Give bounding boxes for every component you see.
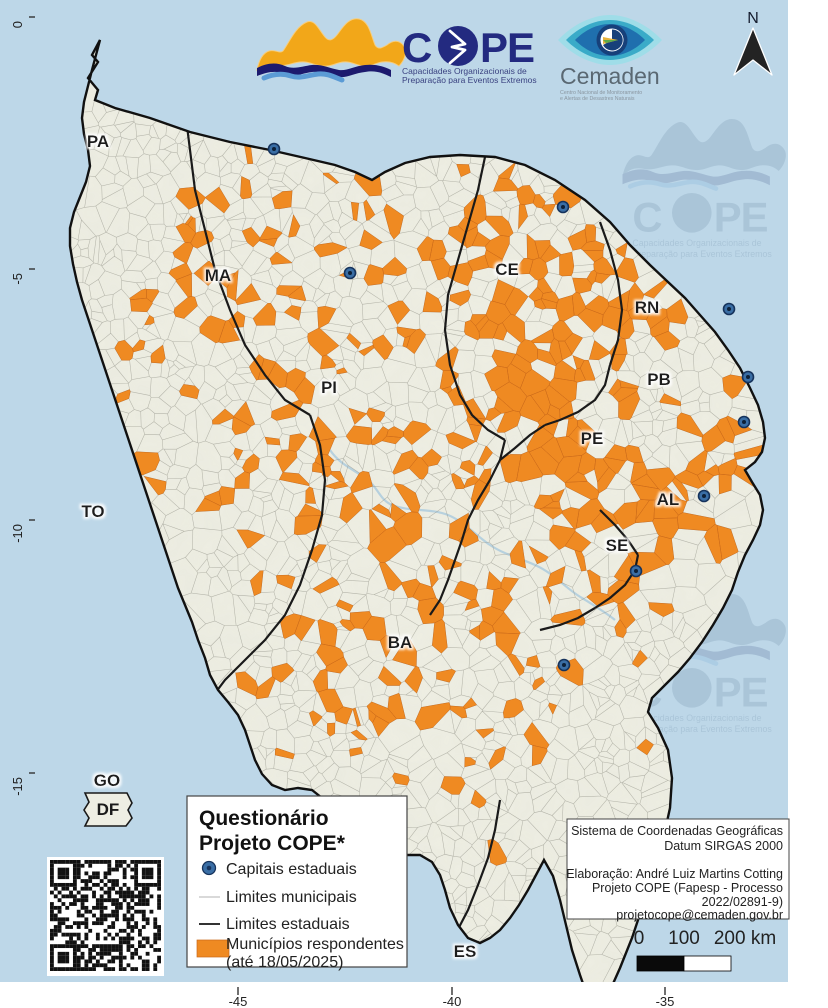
svg-text:-5: -5 [10,273,25,285]
svg-text:Projeto COPE*: Projeto COPE* [199,832,346,855]
svg-text:N: N [747,10,759,27]
svg-text:100: 100 [668,928,700,949]
svg-text:DF: DF [97,800,120,819]
svg-text:BA: BA [388,633,413,652]
svg-text:2022/02891-9): 2022/02891-9) [702,895,783,909]
svg-text:0: 0 [634,928,645,949]
svg-text:-40: -40 [443,994,462,1008]
svg-text:projetocope@cemaden.gov.br: projetocope@cemaden.gov.br [616,908,783,922]
svg-text:RN: RN [635,298,660,317]
svg-text:AL: AL [657,490,680,509]
svg-text:ES: ES [454,942,477,961]
svg-text:Questionário: Questionário [199,807,329,830]
svg-text:-10: -10 [10,524,25,543]
svg-text:PA: PA [87,132,109,151]
svg-text:-15: -15 [10,777,25,796]
svg-text:TO: TO [81,502,104,521]
svg-text:200 km: 200 km [714,928,776,949]
svg-text:CE: CE [495,260,519,279]
svg-text:Limites estaduais: Limites estaduais [226,916,350,933]
svg-text:-45: -45 [229,994,248,1008]
svg-text:Projeto COPE (Fapesp - Process: Projeto COPE (Fapesp - Processo [592,881,783,895]
svg-text:GO: GO [94,771,120,790]
svg-text:-35: -35 [656,994,675,1008]
svg-text:PI: PI [321,378,337,397]
svg-text:Datum SIRGAS 2000: Datum SIRGAS 2000 [664,839,783,853]
svg-text:0: 0 [10,21,25,28]
svg-text:Municípios respondentes: Municípios respondentes [226,936,404,953]
svg-text:Limites municipais: Limites municipais [226,889,357,906]
svg-text:Elaboração: André Luiz Martins: Elaboração: André Luiz Martins Cotting [566,867,783,881]
svg-text:PB: PB [647,370,671,389]
svg-text:SE: SE [606,536,629,555]
svg-text:MA: MA [205,266,231,285]
svg-text:(até 18/05/2025): (até 18/05/2025) [226,954,343,971]
svg-text:Capitais estaduais: Capitais estaduais [226,861,357,878]
svg-text:PE: PE [581,429,604,448]
svg-text:Sistema de Coordenadas Geográf: Sistema de Coordenadas Geográficas [571,824,783,838]
